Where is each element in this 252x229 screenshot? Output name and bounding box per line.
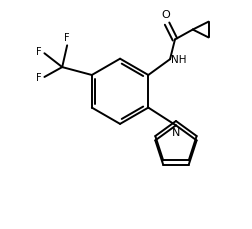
Text: N: N	[172, 128, 180, 138]
Text: F: F	[64, 33, 70, 43]
Text: F: F	[36, 47, 42, 57]
Text: O: O	[162, 10, 170, 20]
Text: F: F	[36, 73, 42, 83]
Text: NH: NH	[171, 55, 186, 65]
